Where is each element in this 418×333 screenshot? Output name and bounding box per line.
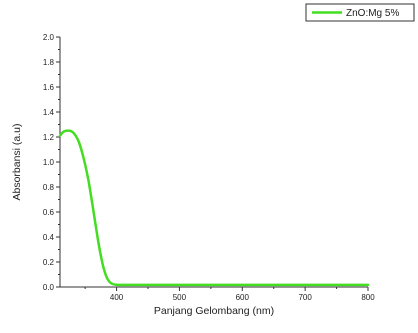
x-tick-label: 800 [361,293,375,302]
x-axis-title: Panjang Gelombang (nm) [154,305,274,317]
x-tick-label: 500 [173,293,187,302]
y-tick-label: 0.6 [43,208,55,217]
y-tick-label: 0.8 [43,183,55,192]
legend-box [305,3,415,22]
x-tick-label: 600 [236,293,250,302]
x-tick-label: 700 [298,293,312,302]
y-tick-label: 1.8 [43,58,55,67]
y-axis-title: Absorbansi (a.u) [11,123,23,200]
y-tick-label: 2.0 [43,33,55,42]
x-tick-label: 400 [110,293,124,302]
axes-layer [56,36,369,291]
y-tick-label: 0.4 [43,233,55,242]
y-tick-label: 1.0 [43,158,55,167]
legend: ZnO:Mg 5% [305,3,415,22]
series-line [58,129,370,287]
y-tick-label: 1.4 [43,108,55,117]
legend-label: ZnO:Mg 5% [346,8,399,19]
labels-layer: 0.0 0.2 0.4 0.6 0.8 1.0 1.2 1.4 1.6 1.8 2.0 400 500 6… [11,33,375,317]
y-tick-label: 0.0 [43,283,55,292]
y-tick-label: 1.2 [43,133,55,142]
y-tick-label: 0.2 [43,258,55,267]
series-layer [58,129,370,287]
y-tick-label: 1.6 [43,83,55,92]
